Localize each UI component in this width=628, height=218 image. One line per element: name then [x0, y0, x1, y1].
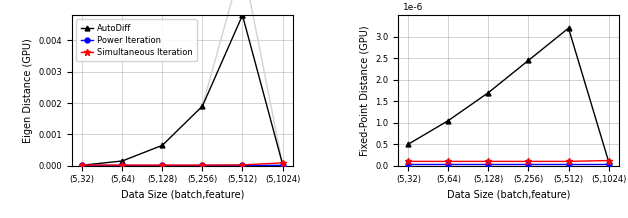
Y-axis label: Fixed-Point Distance (GPU): Fixed-Point Distance (GPU): [360, 25, 370, 156]
X-axis label: Data Size (batch,feature): Data Size (batch,feature): [447, 190, 570, 200]
Legend: AutoDiff, Power Iteration, Simultaneous Iteration: AutoDiff, Power Iteration, Simultaneous …: [77, 19, 197, 61]
Text: 1e-6: 1e-6: [403, 3, 423, 12]
Y-axis label: Eigen Distance (GPU): Eigen Distance (GPU): [23, 38, 33, 143]
X-axis label: Data Size (batch,feature): Data Size (batch,feature): [121, 190, 244, 200]
